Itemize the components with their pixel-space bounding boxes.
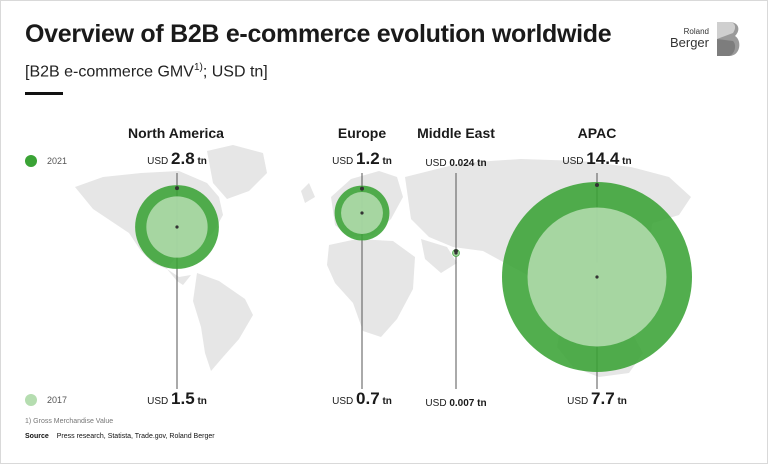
value-currency: USD	[425, 398, 450, 409]
value-label-2021-middle-east: USD 0.024 tn	[425, 153, 486, 171]
value-number: 14.4	[586, 149, 620, 168]
value-unit: tn	[379, 156, 392, 167]
value-dots	[175, 183, 599, 279]
marker-2017-middle-east	[454, 251, 458, 255]
value-unit: tn	[194, 396, 207, 407]
value-unit: tn	[474, 398, 487, 409]
value-currency: USD	[332, 396, 357, 407]
legend-label-2021: 2021	[47, 156, 68, 166]
value-number: 0.024	[449, 158, 475, 169]
region-label-middle-east: Middle East	[417, 125, 495, 141]
value-number: 2.8	[171, 149, 195, 168]
marker-2021-apac	[595, 183, 599, 187]
value-number: 1.2	[356, 149, 380, 168]
title-underline	[25, 92, 63, 95]
value-number: 0.007	[449, 398, 475, 409]
subtitle-tail: ; USD tn]	[202, 63, 268, 81]
roland-berger-logo: Roland Berger	[669, 21, 743, 57]
value-number: 1.5	[171, 389, 195, 408]
footnote: 1) Gross Merchandise Value	[25, 418, 114, 425]
value-unit: tn	[614, 396, 627, 407]
logo-b-icon	[717, 22, 740, 56]
value-number: 7.7	[591, 389, 615, 408]
subtitle-footnote-marker: 1)	[193, 62, 203, 73]
region-label-europe: Europe	[337, 125, 387, 141]
value-label-2017-middle-east: USD 0.007 tn	[425, 393, 486, 411]
marker-2017-north-america	[175, 225, 179, 229]
value-unit: tn	[194, 156, 207, 167]
marker-2021-europe	[360, 186, 364, 191]
legend-2021: 2021	[25, 155, 67, 167]
value-label-2017-apac: USD 7.7 tn	[567, 389, 627, 409]
value-label-2021-apac: USD 14.4 tn	[562, 149, 631, 169]
marker-2017-europe	[360, 211, 364, 215]
logo-text-roland: Roland	[683, 27, 709, 36]
value-currency: USD	[147, 156, 172, 167]
value-currency: USD	[567, 396, 592, 407]
legend-label-2017: 2017	[47, 395, 68, 405]
logo-text-berger: Berger	[669, 35, 709, 50]
page-subtitle: [B2B e-commerce GMV1); USD tn]	[25, 62, 268, 81]
legend-dot-2021	[25, 155, 37, 167]
source-text: Press research, Statista, Trade.gov, Rol…	[56, 433, 215, 440]
value-currency: USD	[332, 156, 357, 167]
legend-dot-2017	[25, 394, 37, 406]
value-number: 0.7	[356, 389, 380, 408]
marker-2021-north-america	[175, 186, 179, 191]
value-label-2021-north-america: USD 2.8 tn	[147, 149, 207, 169]
value-label-2017-north-america: USD 1.5 tn	[147, 389, 207, 409]
value-currency: USD	[562, 156, 587, 167]
source-label: Source	[25, 433, 49, 440]
marker-2017-apac	[595, 275, 599, 279]
value-unit: tn	[474, 158, 487, 169]
value-unit: tn	[379, 396, 392, 407]
page-title: Overview of B2B e-commerce evolution wor…	[25, 20, 612, 48]
value-currency: USD	[147, 396, 172, 407]
value-currency: USD	[425, 158, 450, 169]
legend-2017: 2017	[25, 394, 67, 406]
region-label-north-america: North America	[128, 125, 224, 141]
value-label-2017-europe: USD 0.7 tn	[332, 389, 392, 409]
subtitle-main: [B2B e-commerce GMV	[25, 63, 194, 81]
source-line: Source Press research, Statista, Trade.go…	[25, 433, 215, 440]
region-label-apac: APAC	[577, 125, 617, 141]
value-unit: tn	[619, 156, 632, 167]
value-label-2021-europe: USD 1.2 tn	[332, 149, 392, 169]
